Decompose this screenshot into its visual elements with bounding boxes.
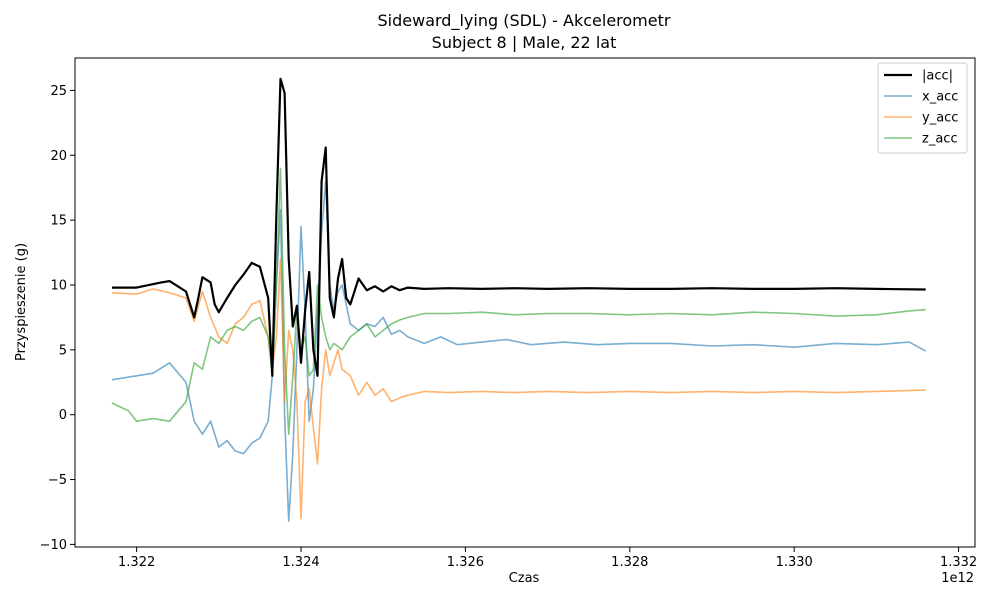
x-axis: 1.322 1.324 1.326 1.328 1.330 1.332 [118,547,977,570]
legend-label: x_acc [922,90,958,105]
series-line-acc [112,77,926,377]
series-line-z-acc [111,167,926,435]
y-axis-label: Przyspieszenie (g) [14,243,29,361]
series-line-y-acc [111,258,926,520]
y-tick-label: 25 [50,84,67,99]
x-tick-label: 1.328 [611,555,648,570]
legend: |acc| x_acc y_acc z_acc [877,62,968,154]
x-tick-label: 1.330 [776,555,813,570]
legend-label: y_acc [922,111,958,126]
x-tick-label: 1.332 [940,555,977,570]
y-tick-label: −10 [40,538,67,553]
chart-title: Sideward_lying (SDL) - Akcelerometr [378,11,671,31]
legend-box [877,62,968,154]
y-tick-label: 20 [50,149,67,164]
x-tick-label: 1.322 [118,555,155,570]
y-tick-label: 10 [50,278,67,293]
x-tick-label: 1.326 [447,555,484,570]
x-tick-label: 1.324 [282,555,319,570]
chart-subtitle: Subject 8 | Male, 22 lat [432,33,617,52]
legend-label: z_acc [922,132,958,147]
y-tick-label: 5 [59,343,67,358]
y-tick-label: 0 [59,408,67,423]
y-tick-label: 15 [50,214,67,229]
x-axis-offset-label: 1e12 [941,571,974,586]
series-line-x-acc [111,180,927,522]
plot-frame [74,57,976,548]
y-tick-label: −5 [48,473,67,488]
plot-series [111,77,927,522]
legend-label: |acc| [922,69,953,84]
x-axis-label: Czas [509,571,540,586]
y-axis: −10 −5 0 5 10 15 20 25 [40,84,75,553]
